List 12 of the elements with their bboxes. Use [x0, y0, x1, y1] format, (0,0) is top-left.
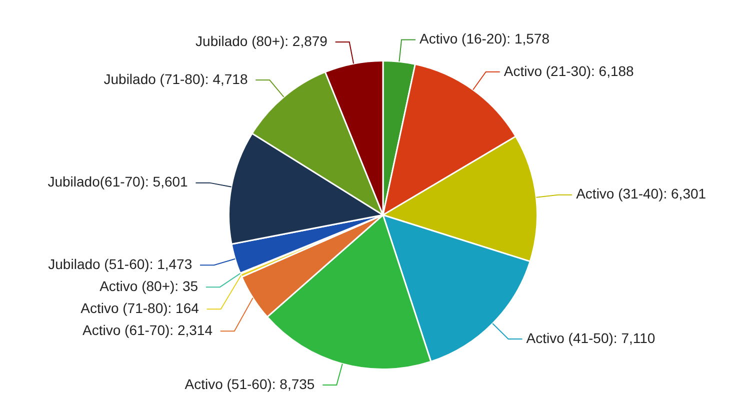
slice-label: Activo (51-60): 8,735 — [184, 376, 315, 392]
slice-label: Jubilado (80+): 2,879 — [196, 32, 328, 49]
slice-label: Activo (16-20): 1,578 — [420, 30, 550, 47]
slice-label: Activo (80+): 35 — [100, 278, 198, 294]
slice-label: Activo (41-50): 7,110 — [526, 330, 656, 346]
slice-label: Activo (21-30): 6,188 — [504, 62, 634, 79]
slice-label: Activo (31-40): 6,301 — [576, 186, 706, 202]
slice-label: Activo (61-70): 2,314 — [82, 322, 213, 338]
slice-label: Activo (71-80): 164 — [80, 300, 200, 316]
slice-label: Jubilado(61-70): 5,601 — [48, 174, 188, 190]
slice-label: Jubilado (51-60): 1,473 — [48, 256, 192, 272]
slice-label: Jubilado (71-80): 4,718 — [104, 70, 248, 87]
